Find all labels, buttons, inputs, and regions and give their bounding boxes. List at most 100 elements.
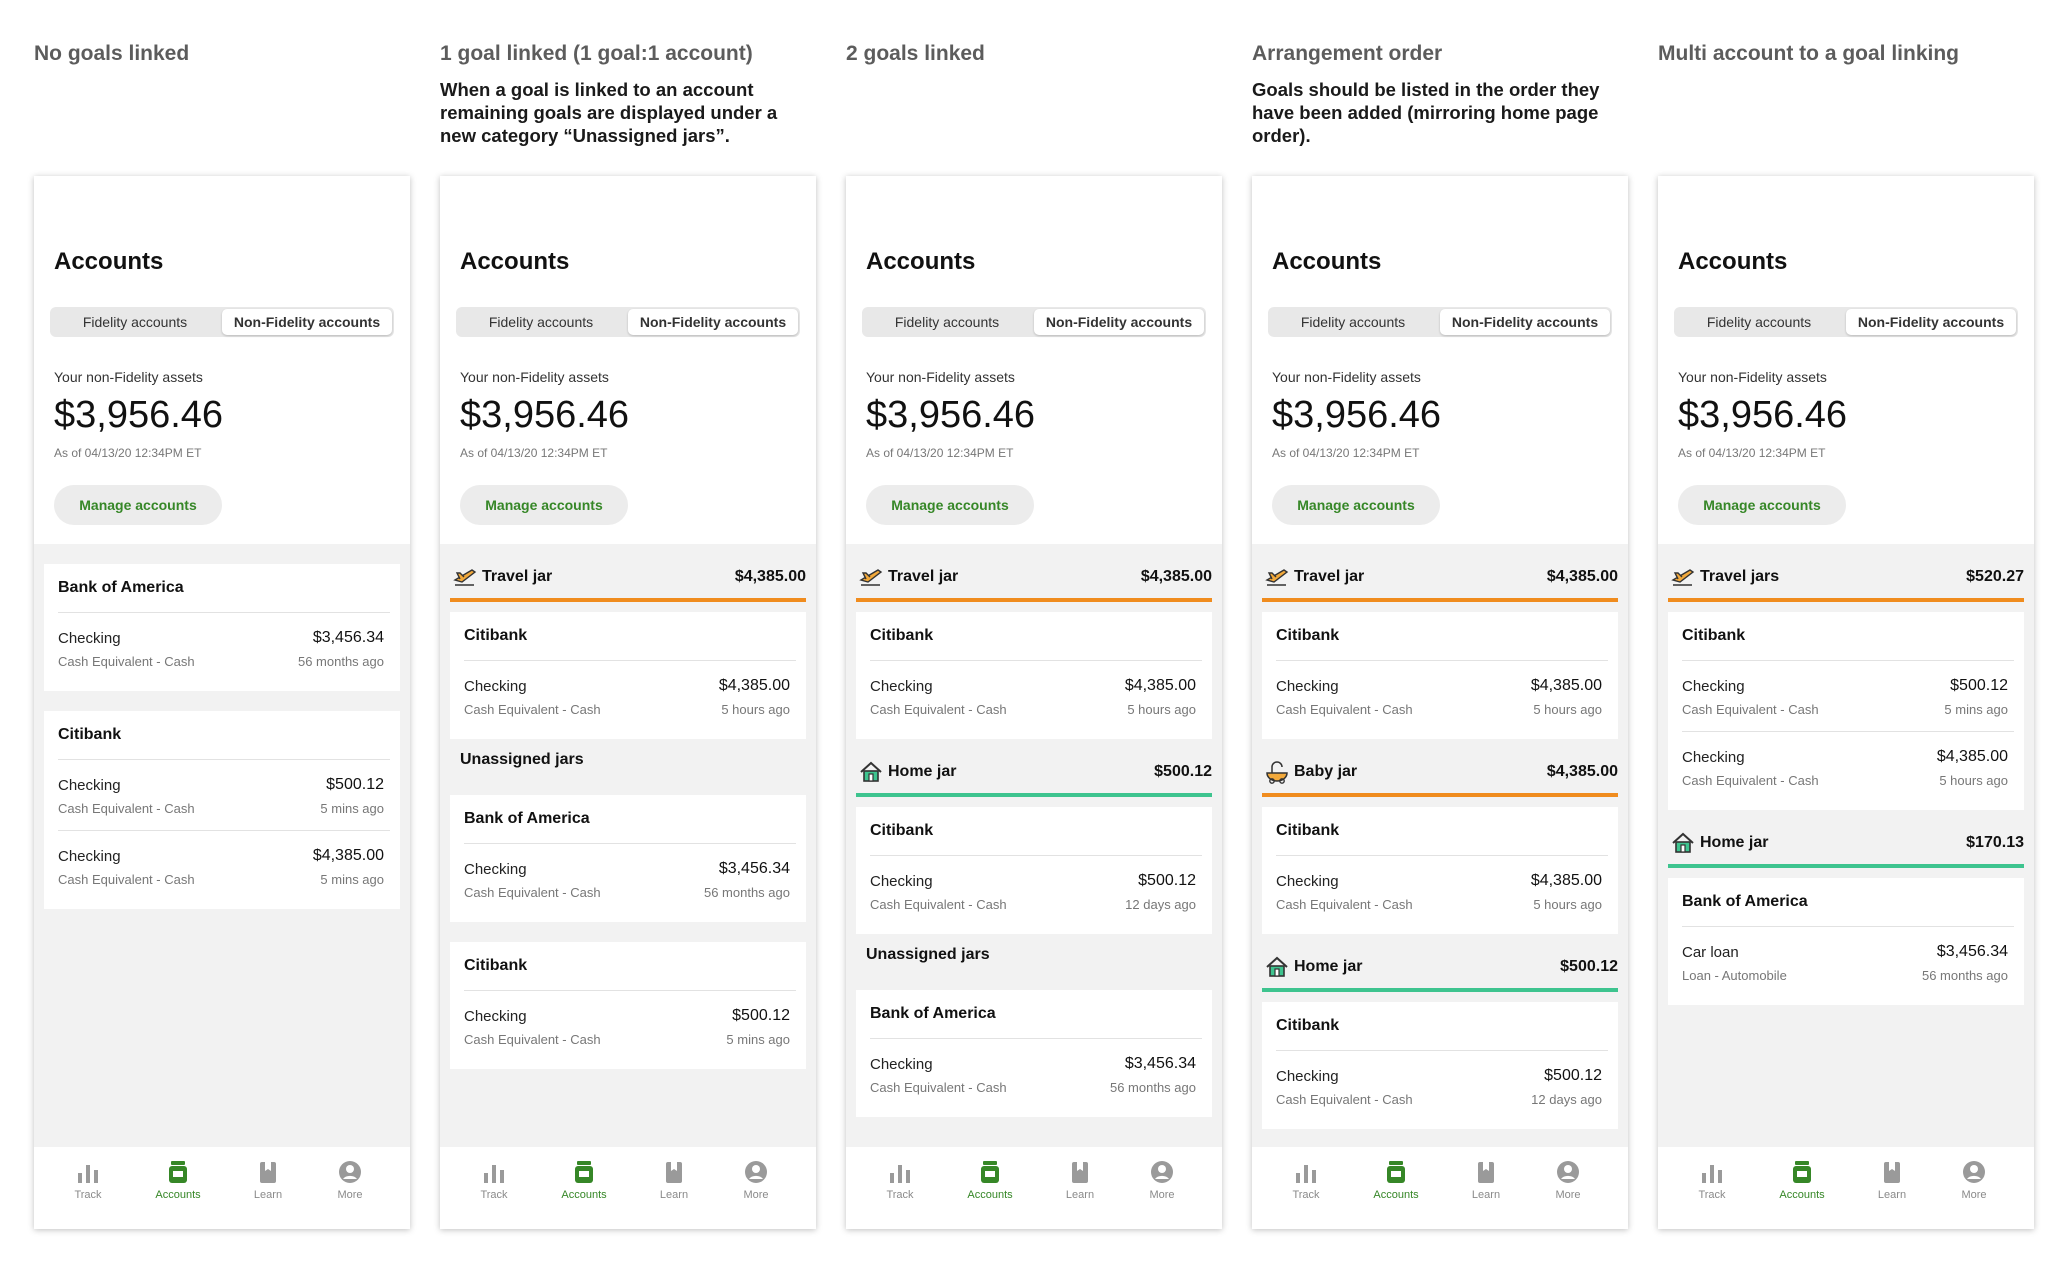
account-card[interactable]: Citibank Checking Cash Equivalent - Cash… (1262, 612, 1618, 739)
manage-accounts-button[interactable]: Manage accounts (1678, 485, 1846, 525)
bank-name: Citibank (1682, 627, 1746, 644)
row-divider (58, 612, 390, 613)
jar-name: Travel jar (888, 568, 959, 585)
nav-more[interactable]: More (1132, 1159, 1192, 1201)
nav-accounts[interactable]: Accounts (960, 1159, 1020, 1201)
bank-name: Citibank (58, 726, 122, 743)
nav-learn[interactable]: Learn (1050, 1159, 1110, 1201)
nav-label: Track (480, 1189, 508, 1201)
goal-jar-header[interactable]: Travel jar $4,385.00 (1262, 554, 1618, 602)
column-5: Multi account to a goal linking Accounts… (1658, 0, 2038, 1268)
tab-non-fidelity-accounts[interactable]: Non-Fidelity accounts (222, 309, 392, 335)
tab-non-fidelity-accounts[interactable]: Non-Fidelity accounts (628, 309, 798, 335)
nav-track[interactable]: Track (1682, 1159, 1742, 1201)
bank-name: Citibank (1276, 1017, 1340, 1034)
account-card[interactable]: Citibank Checking Cash Equivalent - Cash… (1262, 1002, 1618, 1129)
tab-fidelity-accounts[interactable]: Fidelity accounts (894, 314, 1000, 330)
row-divider (1276, 1050, 1608, 1051)
jar-amount: $520.27 (1966, 568, 2024, 585)
manage-accounts-button[interactable]: Manage accounts (1272, 485, 1440, 525)
as-of-timestamp: As of 04/13/20 12:34PM ET (460, 446, 608, 460)
nav-label: Accounts (561, 1189, 607, 1201)
account-type: Checking (58, 630, 121, 647)
account-card[interactable]: Citibank Checking Cash Equivalent - Cash… (44, 711, 400, 909)
account-type: Checking (58, 777, 121, 794)
nav-accounts[interactable]: Accounts (148, 1159, 208, 1201)
jar-name: Travel jar (482, 568, 553, 585)
nav-more[interactable]: More (726, 1159, 786, 1201)
jar-divider-line (1262, 598, 1618, 602)
account-category: Cash Equivalent - Cash (464, 702, 601, 717)
nav-more[interactable]: More (1944, 1159, 2004, 1201)
travel-jar-icon (1264, 564, 1290, 590)
nav-accounts[interactable]: Accounts (554, 1159, 614, 1201)
account-type-toggle: Fidelity accounts Non-Fidelity accounts (50, 307, 394, 337)
account-balance: $500.12 (732, 1007, 790, 1024)
account-card[interactable]: Bank of America Car loan Loan - Automobi… (1668, 878, 2024, 1005)
jar-name: Home jar (888, 763, 957, 780)
goal-jar-header[interactable]: Travel jar $4,385.00 (856, 554, 1212, 602)
account-card[interactable]: Citibank Checking Cash Equivalent - Cash… (1262, 807, 1618, 934)
goal-jar-header[interactable]: Home jar $170.13 (1668, 820, 2024, 868)
tab-non-fidelity-accounts[interactable]: Non-Fidelity accounts (1034, 309, 1204, 335)
tab-non-fidelity-accounts[interactable]: Non-Fidelity accounts (1440, 309, 1610, 335)
account-balance: $4,385.00 (1124, 677, 1196, 694)
nav-track[interactable]: Track (1276, 1159, 1336, 1201)
nav-learn[interactable]: Learn (1862, 1159, 1922, 1201)
tab-fidelity-accounts[interactable]: Fidelity accounts (1706, 314, 1812, 330)
jar-divider-line (856, 793, 1212, 797)
nav-track[interactable]: Track (58, 1159, 118, 1201)
manage-accounts-button[interactable]: Manage accounts (866, 485, 1034, 525)
bank-name: Bank of America (1682, 893, 1808, 910)
account-card[interactable]: Citibank Checking Cash Equivalent - Cash… (450, 612, 806, 739)
nav-learn[interactable]: Learn (1456, 1159, 1516, 1201)
account-card[interactable]: Bank of America Checking Cash Equivalent… (44, 564, 400, 691)
nav-learn[interactable]: Learn (644, 1159, 704, 1201)
account-card[interactable]: Citibank Checking Cash Equivalent - Cash… (856, 807, 1212, 934)
account-balance: $500.12 (1950, 677, 2008, 694)
tab-fidelity-accounts[interactable]: Fidelity accounts (488, 314, 594, 330)
goal-jar-header[interactable]: Home jar $500.12 (1262, 944, 1618, 992)
page-title: Accounts (1272, 248, 1382, 275)
goal-jar-header[interactable]: Baby jar $4,385.00 (1262, 749, 1618, 797)
account-type: Checking (464, 861, 527, 878)
nav-accounts[interactable]: Accounts (1366, 1159, 1426, 1201)
nav-track[interactable]: Track (870, 1159, 930, 1201)
bank-name: Bank of America (464, 810, 590, 827)
account-card[interactable]: Bank of America Checking Cash Equivalent… (856, 990, 1212, 1117)
goal-jar-header[interactable]: Travel jar $4,385.00 (450, 554, 806, 602)
account-type: Checking (1276, 678, 1339, 695)
account-balance: $4,385.00 (1936, 748, 2008, 765)
account-type-toggle: Fidelity accounts Non-Fidelity accounts (862, 307, 1206, 337)
account-card[interactable]: Citibank Checking Cash Equivalent - Cash… (1668, 612, 2024, 810)
column-heading: 2 goals linked (846, 42, 985, 65)
goal-jar-header[interactable]: Travel jars $520.27 (1668, 554, 2024, 602)
manage-accounts-button[interactable]: Manage accounts (460, 485, 628, 525)
account-card[interactable]: Bank of America Checking Cash Equivalent… (450, 795, 806, 922)
jar-divider-line (1668, 598, 2024, 602)
tab-fidelity-accounts[interactable]: Fidelity accounts (1300, 314, 1406, 330)
nav-learn[interactable]: Learn (238, 1159, 298, 1201)
accounts-header: Accounts Fidelity accounts Non-Fidelity … (1658, 176, 2034, 544)
nav-accounts[interactable]: Accounts (1772, 1159, 1832, 1201)
jar-name: Home jar (1294, 958, 1363, 975)
page-title: Accounts (866, 248, 976, 275)
goal-jar-header[interactable]: Home jar $500.12 (856, 749, 1212, 797)
nav-label: Track (886, 1189, 914, 1201)
account-card[interactable]: Citibank Checking Cash Equivalent - Cash… (450, 942, 806, 1069)
last-updated: 5 mins ago (1944, 702, 2008, 717)
tab-non-fidelity-accounts[interactable]: Non-Fidelity accounts (1846, 309, 2016, 335)
column-3: 2 goals linked Accounts Fidelity account… (846, 0, 1226, 1268)
nav-track[interactable]: Track (464, 1159, 524, 1201)
nav-label: Accounts (1373, 1189, 1419, 1201)
manage-accounts-button[interactable]: Manage accounts (54, 485, 222, 525)
tab-fidelity-accounts[interactable]: Fidelity accounts (82, 314, 188, 330)
travel-jar-icon (1670, 564, 1696, 590)
bottom-nav: Track Accounts Learn More (1252, 1147, 1628, 1229)
phone-screen: Accounts Fidelity accounts Non-Fidelity … (846, 176, 1222, 1229)
column-2: 1 goal linked (1 goal:1 account) When a g… (440, 0, 820, 1268)
nav-more[interactable]: More (320, 1159, 380, 1201)
account-card[interactable]: Citibank Checking Cash Equivalent - Cash… (856, 612, 1212, 739)
nav-more[interactable]: More (1538, 1159, 1598, 1201)
account-balance: $3,456.34 (1936, 943, 2008, 960)
